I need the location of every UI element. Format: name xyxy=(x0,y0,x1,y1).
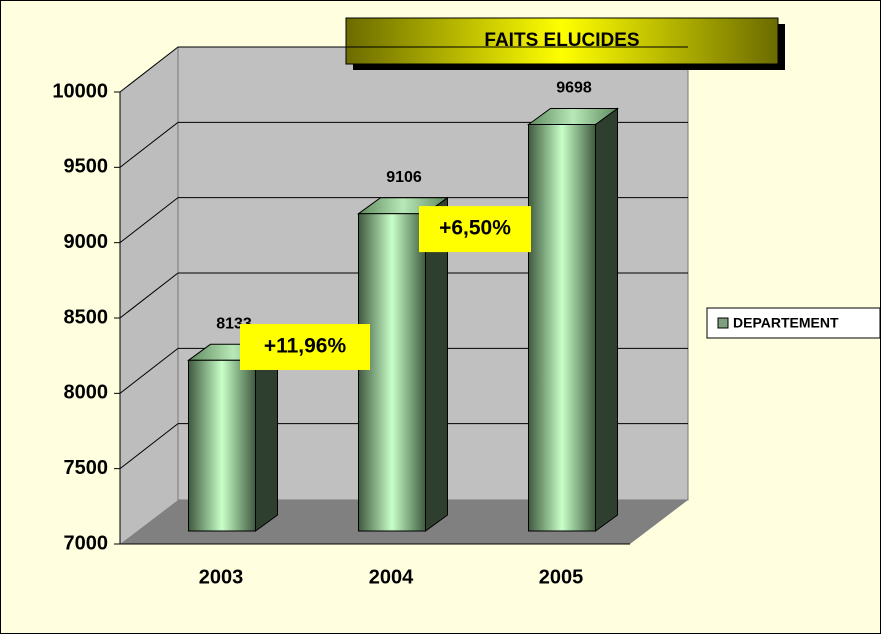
y-tick-label: 9000 xyxy=(64,231,109,253)
legend-swatch xyxy=(717,317,729,329)
bar-side xyxy=(255,343,278,532)
y-tick-label: 10000 xyxy=(52,80,108,102)
title-box xyxy=(345,17,779,65)
annotation-box xyxy=(240,323,370,370)
grid-line xyxy=(119,46,179,93)
y-tick-label: 7000 xyxy=(64,532,109,554)
bar xyxy=(356,196,450,532)
grid-line xyxy=(119,121,179,168)
legend xyxy=(706,307,881,339)
annotation: +6,50% xyxy=(439,217,511,240)
grid-line xyxy=(119,197,179,244)
x-tick-label: 2003 xyxy=(199,566,244,588)
annotation: +11,96% xyxy=(264,335,347,358)
annotation-box xyxy=(419,206,531,253)
bar-front xyxy=(358,213,426,532)
data-label: 9106 xyxy=(386,169,422,186)
grid-line xyxy=(119,347,179,394)
bar xyxy=(186,343,280,532)
grid-line xyxy=(119,272,179,319)
bar-front xyxy=(188,359,256,532)
data-label: 9698 xyxy=(556,80,592,97)
bar-front xyxy=(528,124,596,532)
bar xyxy=(526,107,620,532)
y-tick-label: 8500 xyxy=(64,306,109,328)
legend-label: DEPARTEMENT xyxy=(733,315,839,331)
y-tick-label: 9500 xyxy=(64,156,109,178)
grid-line xyxy=(119,423,179,470)
x-tick-label: 2004 xyxy=(369,566,414,588)
x-tick-label: 2005 xyxy=(539,566,584,588)
y-tick-label: 7500 xyxy=(64,457,109,479)
chart-title: FAITS ELUCIDES xyxy=(484,30,639,51)
bar-side xyxy=(595,107,618,532)
y-tick-label: 8000 xyxy=(64,382,109,404)
